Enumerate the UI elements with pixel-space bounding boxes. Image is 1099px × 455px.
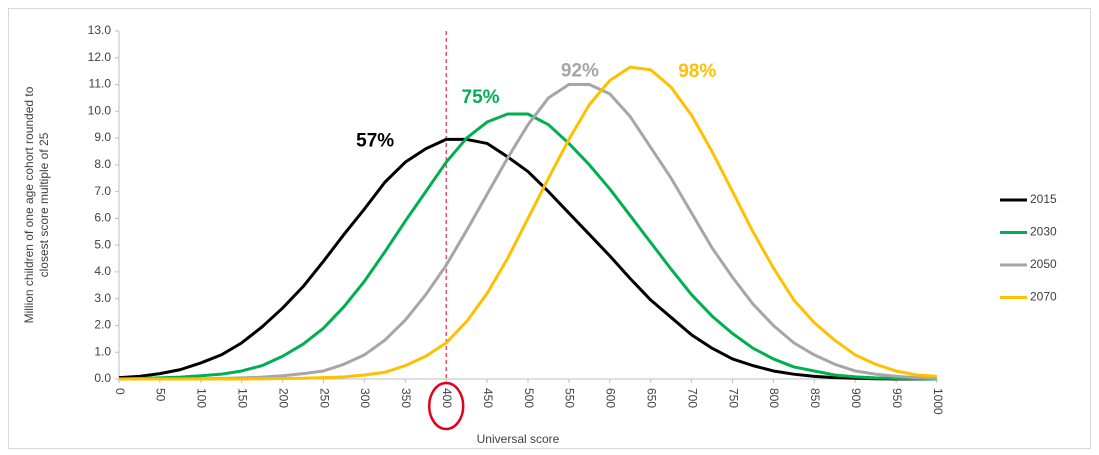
x-tick-label: 150 [236, 388, 250, 408]
x-tick-label: 600 [604, 388, 618, 408]
chart-frame [8, 8, 1091, 449]
x-tick-label: 350 [399, 388, 413, 408]
series-line [119, 65, 938, 381]
y-tick-label: 8.0 [94, 157, 111, 171]
x-tick-label: 900 [849, 388, 863, 408]
series-line [118, 112, 938, 381]
series-line [119, 83, 938, 381]
y-axis-title-line: closest score multiple of 25 [37, 132, 51, 277]
x-tick-label: 0 [113, 388, 127, 395]
x-tick-label: 1000 [931, 388, 945, 415]
legend-label: 2070 [1030, 290, 1057, 304]
x-tick-label: 550 [563, 388, 577, 408]
x-tick-label: 450 [481, 388, 495, 408]
peak-annotation: 57% [356, 130, 394, 151]
y-tick-label: 2.0 [94, 318, 111, 332]
x-tick-label: 800 [767, 388, 781, 408]
y-tick-label: 0.0 [94, 371, 111, 385]
x-tick-label: 650 [645, 388, 659, 408]
legend-label: 2050 [1030, 257, 1057, 271]
x-tick-label: 500 [522, 388, 536, 408]
y-tick-label: 9.0 [94, 130, 111, 144]
y-tick-label: 13.0 [88, 23, 112, 37]
y-tick-label: 7.0 [94, 184, 111, 198]
peak-annotation: 92% [561, 61, 599, 82]
x-tick-label: 400 [440, 388, 454, 408]
x-axis-title: Universal score [477, 432, 560, 446]
highlight-circle [427, 381, 465, 431]
y-tick-label: 5.0 [94, 237, 111, 251]
y-tick-label: 12.0 [88, 50, 112, 64]
x-tick-label: 850 [808, 388, 822, 408]
x-tick-label: 100 [195, 388, 209, 408]
y-tick-label: 10.0 [88, 103, 112, 117]
y-tick-label: 1.0 [94, 344, 111, 358]
x-tick-label: 300 [358, 388, 372, 408]
y-tick-label: 11.0 [89, 77, 112, 91]
peak-annotation: 75% [462, 87, 500, 108]
legend-label: 2030 [1030, 225, 1057, 239]
x-tick-label: 200 [276, 388, 290, 408]
peak-annotation: 98% [678, 61, 716, 82]
y-axis-title-line: Million children of one age cohort round… [22, 86, 36, 323]
y-axis-title: Million children of one age cohort round… [22, 86, 51, 323]
y-tick-label: 4.0 [94, 264, 111, 278]
x-tick-label: 700 [685, 388, 699, 408]
x-tick-label: 250 [317, 388, 331, 408]
x-tick-label: 950 [890, 388, 904, 408]
legend-label: 2015 [1030, 192, 1057, 206]
x-tick-label: 50 [154, 388, 168, 402]
series-line [118, 137, 937, 381]
y-tick-label: 3.0 [94, 291, 111, 305]
y-tick-label: 6.0 [94, 211, 111, 225]
x-tick-label: 750 [726, 388, 740, 408]
